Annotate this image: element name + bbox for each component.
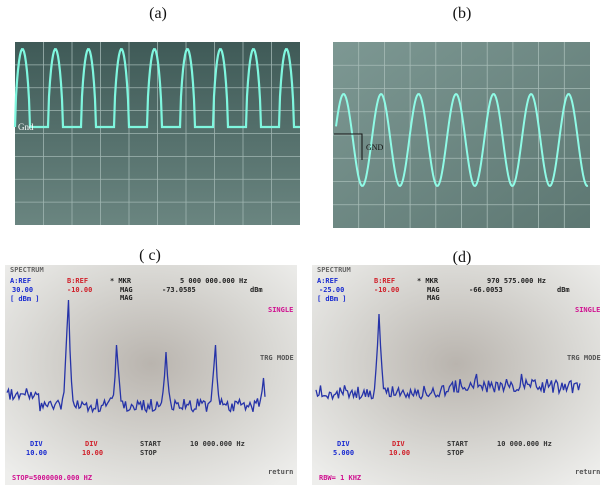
screen-text: 30.00 xyxy=(12,286,33,294)
screen-text: STOP xyxy=(447,449,464,457)
screen-text: A:REF xyxy=(317,277,338,285)
panel-label: (a) xyxy=(149,5,167,22)
waveform xyxy=(335,92,589,188)
panel-label: (b) xyxy=(453,5,472,22)
screen-text: B:REF xyxy=(67,277,88,285)
screen-text: DIV xyxy=(392,440,405,448)
screen-text: MAG xyxy=(427,294,440,302)
screen-text: 10.00 xyxy=(82,449,103,457)
screen-text: RBW= 1 KHZ xyxy=(319,474,361,482)
ground-label: Gnd xyxy=(18,122,34,132)
ground-label: GND xyxy=(366,143,384,152)
screen-text: MAG xyxy=(120,286,133,294)
screen-text: SPECTRUM xyxy=(317,266,351,274)
screen-text: MAG xyxy=(120,294,133,302)
screen-text: 10 000.000 Hz xyxy=(190,440,245,448)
screen-text: SPECTRUM xyxy=(10,266,44,274)
screen-text: return xyxy=(268,468,293,476)
screen-text: -66.0053 xyxy=(469,286,503,294)
screen-text: SINGLE xyxy=(268,306,293,314)
screen-text: -25.00 xyxy=(319,286,344,294)
screen-text: [ dBm ] xyxy=(10,295,40,303)
spectrum-trace xyxy=(6,299,266,414)
screen-text: * MKR xyxy=(110,277,132,285)
ground-marker xyxy=(334,133,363,160)
screen-text: SINGLE xyxy=(575,306,600,314)
screen-text: MAG xyxy=(427,286,440,294)
screen-text: 5 000 000.000 Hz xyxy=(180,277,247,285)
screen-text: DIV xyxy=(85,440,98,448)
screen-text: STOP xyxy=(140,449,157,457)
screen-text: * MKR xyxy=(417,277,439,285)
spectrum-screen xyxy=(5,265,297,485)
screen-text: DIV xyxy=(337,440,350,448)
screen-text: 10 000.000 Hz xyxy=(497,440,552,448)
screen-text: START xyxy=(140,440,161,448)
panel-label: ( c) xyxy=(139,247,161,264)
screen-text: A:REF xyxy=(10,277,31,285)
screen-text: -10.00 xyxy=(67,286,92,294)
spectrum-trace xyxy=(315,313,581,401)
screen-text: 970 575.000 Hz xyxy=(487,277,546,285)
screen-text: 10.00 xyxy=(26,449,47,457)
screen-text: DIV xyxy=(30,440,43,448)
screen-text: TRG MODE xyxy=(567,354,601,362)
screen-text: 5.000 xyxy=(333,449,354,457)
spectrum-screen xyxy=(312,265,600,485)
waveform xyxy=(13,48,300,129)
screen-text: -10.00 xyxy=(374,286,399,294)
screen-text: START xyxy=(447,440,468,448)
screen-text: B:REF xyxy=(374,277,395,285)
screen-text: 10.00 xyxy=(389,449,410,457)
panel-label: (d) xyxy=(453,249,472,266)
screen-text: dBm xyxy=(557,286,570,294)
screen-text: [ dBm ] xyxy=(317,295,347,303)
screen-text: TRG MODE xyxy=(260,354,294,362)
screen-text: STOP=5000000.000 HZ xyxy=(12,474,92,482)
screen-text: -73.0585 xyxy=(162,286,196,294)
screen-text: dBm xyxy=(250,286,263,294)
screen-text: return xyxy=(575,468,600,476)
